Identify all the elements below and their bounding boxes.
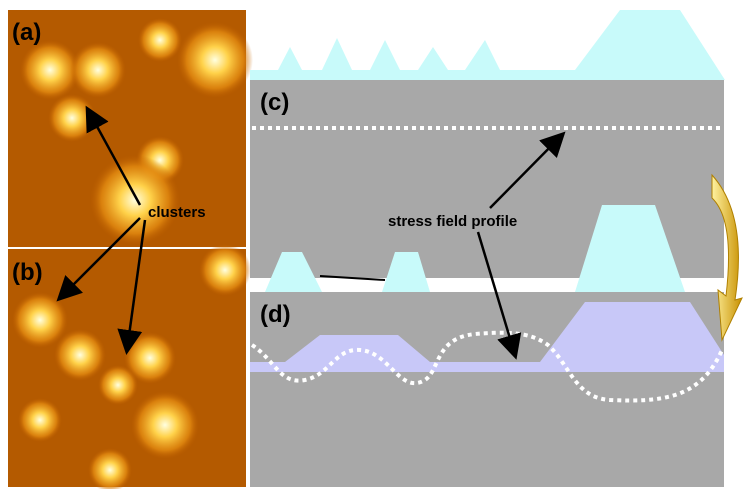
annotation: stress field profile bbox=[388, 213, 517, 230]
deposit-top bbox=[250, 10, 725, 80]
panel-label: (a) bbox=[12, 19, 41, 46]
image-a bbox=[8, 10, 253, 247]
panel-label: (b) bbox=[12, 259, 43, 286]
panel-label: (d) bbox=[260, 301, 291, 328]
figure: (a) (b) clusters (c) (d) stress field pr… bbox=[0, 0, 746, 489]
annotation: clusters bbox=[148, 204, 206, 221]
image-b bbox=[8, 244, 251, 489]
panel-label: (c) bbox=[260, 89, 289, 116]
